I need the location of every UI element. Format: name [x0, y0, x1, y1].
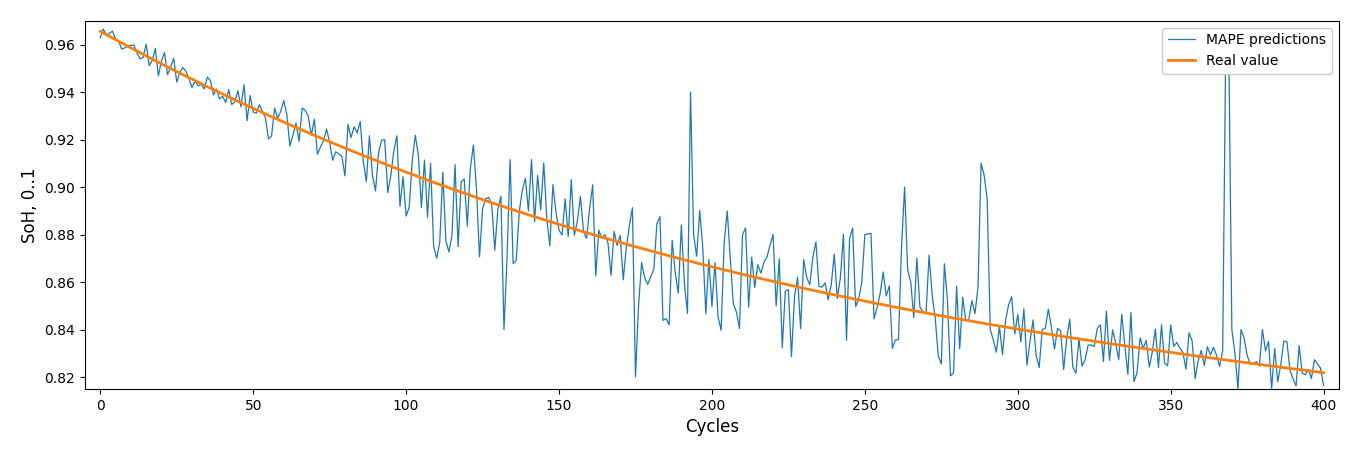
Legend: MAPE predictions, Real value: MAPE predictions, Real value: [1161, 28, 1331, 74]
MAPE predictions: [536, 160, 552, 165]
MAPE predictions: [95, 26, 112, 32]
Real value: [533, 216, 549, 221]
MAPE predictions: [710, 314, 726, 320]
MAPE predictions: [1315, 383, 1331, 388]
MAPE predictions: [874, 269, 891, 275]
Real value: [1315, 370, 1331, 376]
MAPE predictions: [991, 324, 1008, 329]
MAPE predictions: [254, 109, 271, 114]
Real value: [707, 265, 724, 271]
Y-axis label: SoH, 0..1: SoH, 0..1: [20, 167, 39, 243]
Real value: [762, 278, 778, 283]
Real value: [872, 302, 888, 307]
Real value: [92, 29, 109, 34]
MAPE predictions: [764, 232, 781, 237]
X-axis label: Cycles: Cycles: [685, 418, 738, 436]
Line: Real value: Real value: [101, 32, 1323, 373]
Real value: [252, 108, 268, 114]
Line: MAPE predictions: MAPE predictions: [101, 29, 1323, 389]
Real value: [989, 323, 1005, 328]
MAPE predictions: [92, 35, 109, 40]
MAPE predictions: [1263, 386, 1280, 392]
